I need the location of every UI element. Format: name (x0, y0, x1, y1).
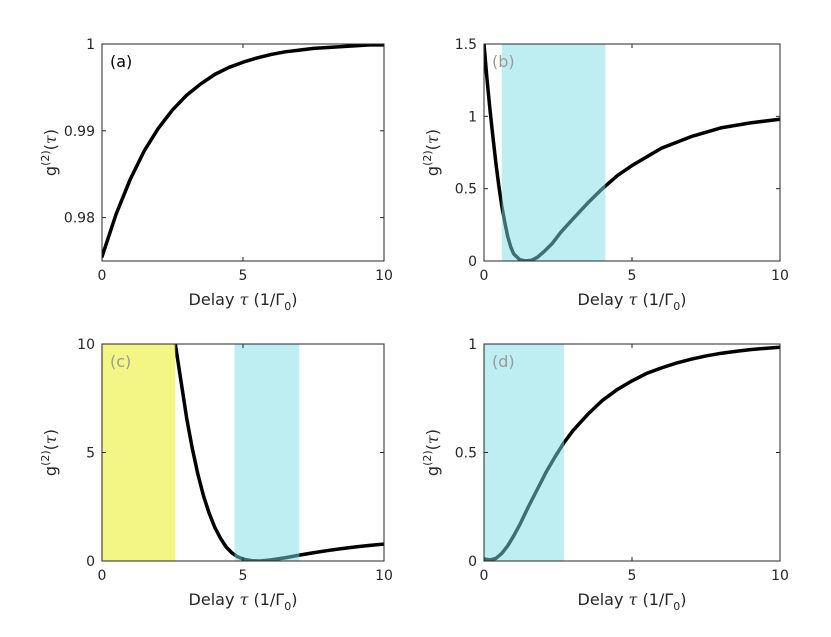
y-axis-label: g(2)(τ) (421, 129, 442, 176)
chart-panel-a: 0 5 10 0.98 0.99 1 (a) Delay τ (1/Γ0) g(2)(τ) (39, 37, 393, 313)
y-tick-label: 0 (468, 254, 477, 270)
panel-label: (b) (492, 52, 515, 71)
chart-panel-d: 0 5 10 0 0.5 1 (d) Delay τ (1/Γ0) g(2)(τ) (421, 337, 789, 613)
x-tick-label: 5 (239, 268, 248, 284)
y-tick-label: 1 (468, 109, 477, 125)
y-tick-label: 5 (86, 446, 95, 462)
panel-label: (c) (110, 352, 131, 371)
y-tick-label: 0.99 (64, 124, 95, 140)
x-axis-label: Delay τ (1/Γ0) (578, 290, 687, 313)
x-axis-label: Delay τ (1/Γ0) (189, 290, 298, 313)
x-tick-label: 0 (480, 568, 489, 584)
x-tick-label: 10 (771, 268, 789, 284)
y-tick-label: 0 (86, 554, 95, 570)
y-tick-label: 10 (77, 337, 95, 353)
shaded-band-0 (102, 344, 176, 561)
x-tick-label: 5 (628, 568, 637, 584)
x-axis-label: Delay τ (1/Γ0) (189, 590, 298, 613)
y-axis-label: g(2)(τ) (39, 429, 60, 476)
panel-label: (d) (492, 352, 515, 371)
y-tick-label: 0 (468, 554, 477, 570)
y-tick-label: 0.5 (455, 182, 477, 198)
y-tick-label: 1 (468, 337, 477, 353)
y-axis-label: g(2)(τ) (39, 129, 60, 176)
x-tick-label: 10 (375, 568, 393, 584)
chart-panel-c: 0 5 10 0 5 10 (c) Delay τ (1/Γ0) g(2)(τ) (39, 337, 393, 613)
y-tick-label: 1 (86, 37, 95, 53)
series-line-0 (102, 44, 384, 259)
y-tick-label: 0.5 (455, 446, 477, 462)
chart-panel-b: 0 5 10 0 0.5 1 1.5 (b) Delay τ (1/Γ0) g(2)(τ) (421, 37, 789, 313)
shaded-band-0 (484, 344, 564, 561)
x-tick-label: 10 (375, 268, 393, 284)
x-axis-label: Delay τ (1/Γ0) (578, 590, 687, 613)
shaded-band-1 (234, 344, 300, 561)
panel-label: (a) (110, 52, 132, 71)
y-tick-label: 0.98 (64, 211, 95, 227)
x-tick-label: 5 (628, 268, 637, 284)
plot-area (102, 44, 384, 261)
y-tick-label: 1.5 (455, 37, 477, 53)
x-tick-label: 5 (239, 568, 248, 584)
x-tick-label: 10 (771, 568, 789, 584)
y-axis-label: g(2)(τ) (421, 429, 442, 476)
x-tick-label: 0 (98, 568, 107, 584)
shaded-band-0 (501, 44, 606, 261)
x-tick-label: 0 (480, 268, 489, 284)
x-tick-label: 0 (98, 268, 107, 284)
